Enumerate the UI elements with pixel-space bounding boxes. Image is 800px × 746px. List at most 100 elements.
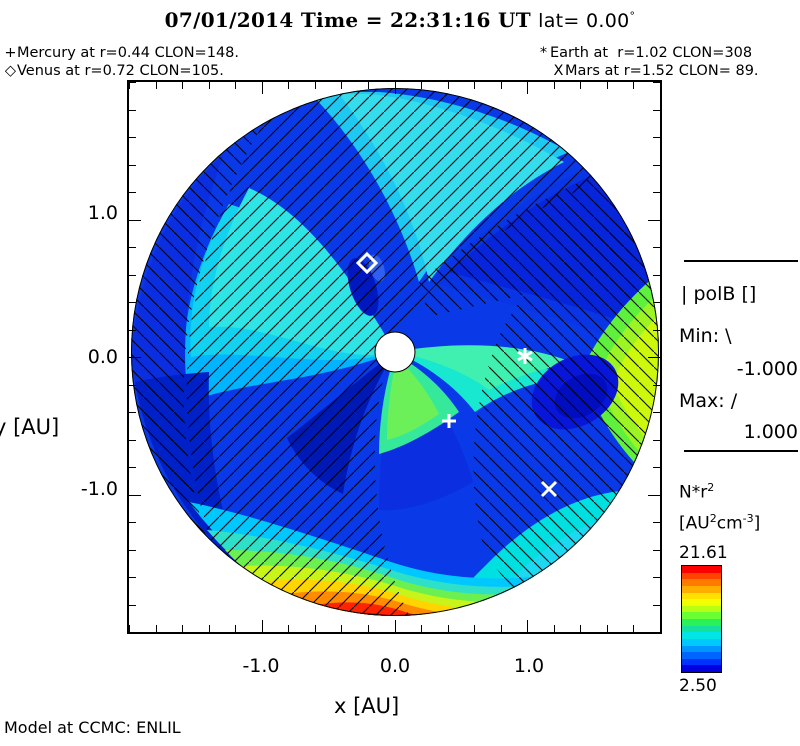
xtick-top xyxy=(633,82,635,89)
polb-max-value: 1.000 xyxy=(743,421,798,443)
ytick-left xyxy=(129,274,136,276)
title-lat-value: 0.00 xyxy=(586,10,630,32)
ytick-right xyxy=(653,82,660,83)
xtick-label-0: -1.0 xyxy=(242,655,280,677)
polb-max-row: Max: / xyxy=(679,390,753,412)
mercury-clon-label: CLON= xyxy=(154,45,207,61)
colorbar-band xyxy=(682,625,721,633)
xtick-bottom xyxy=(447,625,449,632)
colorbar-max-value: 21.61 xyxy=(679,543,728,563)
earth-at: at xyxy=(593,45,609,61)
ytick-left xyxy=(129,632,136,633)
colorbar-band xyxy=(682,612,721,619)
ytick-right xyxy=(653,247,660,248)
venus-r: 0.72 xyxy=(102,63,135,79)
xtick-top xyxy=(261,82,263,94)
earth-name: Earth xyxy=(550,45,589,61)
venus-clon-label: CLON= xyxy=(139,63,192,79)
ytick-left xyxy=(129,164,136,166)
colorbar-band xyxy=(682,632,721,639)
ytick-left xyxy=(129,247,136,248)
legend-divider-bottom xyxy=(684,450,798,452)
colorbar-band xyxy=(682,572,721,580)
title-time-label: Time = xyxy=(300,8,383,32)
ytick-left xyxy=(129,384,136,386)
colorbar-units-mid: cm xyxy=(716,513,743,534)
ytick-left xyxy=(129,82,136,83)
hatch-negative-icon: \ xyxy=(725,325,732,347)
footer-credit: Model at CCMC: ENLIL xyxy=(4,718,181,737)
xtick-bottom xyxy=(606,625,608,632)
ytick-right xyxy=(653,109,660,111)
ytick-right xyxy=(648,219,660,221)
polb-min-value: -1.000 xyxy=(736,358,798,380)
ytick-right xyxy=(653,192,660,193)
heliosphere-plot xyxy=(129,82,660,632)
ytick-left xyxy=(129,219,141,221)
ytick-right xyxy=(653,137,660,138)
xtick-bottom xyxy=(553,625,555,632)
title-lat-label: lat= xyxy=(538,10,580,32)
ytick-left xyxy=(129,467,136,468)
xtick-bottom xyxy=(580,625,582,632)
xtick-top xyxy=(447,82,449,89)
xtick-top xyxy=(208,82,210,89)
ytick-right xyxy=(653,412,660,413)
xtick-top xyxy=(553,82,555,89)
xtick-bottom xyxy=(155,625,157,632)
y-axis-label: y [AU] xyxy=(0,415,60,439)
ytick-right xyxy=(653,467,660,468)
ytick-left xyxy=(129,109,136,111)
ytick-right xyxy=(653,302,660,303)
xtick-bottom xyxy=(182,625,184,632)
xtick-top xyxy=(606,82,608,89)
polb-min-label: Min: xyxy=(679,325,720,347)
ytick-right xyxy=(653,384,660,386)
planet-key-earth: * Earth at r=1.02 CLON=308 xyxy=(537,44,752,62)
ytick-right xyxy=(653,439,660,441)
sun-inner-boundary xyxy=(374,331,416,373)
xtick-bottom xyxy=(288,625,290,632)
xtick-bottom xyxy=(474,625,476,632)
mars-name: Mars xyxy=(565,63,600,79)
xtick-top xyxy=(580,82,582,89)
ytick-right xyxy=(653,577,660,578)
colorbar-band xyxy=(682,599,721,606)
mercury-r-label: r= xyxy=(99,45,118,61)
colorbar-band xyxy=(682,658,721,666)
colorbar-band xyxy=(682,579,721,586)
colorbar-min-value: 2.50 xyxy=(679,676,717,696)
colorbar-band xyxy=(682,592,721,600)
xtick-top xyxy=(155,82,157,89)
xtick-bottom xyxy=(261,620,263,632)
mars-clon: 89. xyxy=(730,63,759,79)
ytick-right xyxy=(648,357,660,358)
ytick-left xyxy=(129,604,136,606)
ytick-right xyxy=(653,632,660,633)
ytick-right xyxy=(653,522,660,523)
marker-earth xyxy=(517,348,533,364)
mars-r: 1.52 xyxy=(641,63,675,79)
marker-mars xyxy=(540,480,558,498)
colorbar-units-exp2: -3 xyxy=(742,512,754,525)
marker-mercury xyxy=(442,414,456,428)
mercury-r: 0.44 xyxy=(117,45,150,61)
page-title: 07/01/2014 Time = 22:31:16 UT lat= 0.00° xyxy=(0,8,800,32)
polb-legend-title: | polB [] xyxy=(681,283,757,305)
polb-min-row: Min: \ xyxy=(679,325,747,347)
colorbar-band xyxy=(682,665,721,672)
mars-r-label: r= xyxy=(623,63,642,79)
earth-clon: 308 xyxy=(724,45,753,61)
colorbar-band xyxy=(682,585,721,593)
polb-max-label: Max: xyxy=(679,390,725,412)
xtick-label-1: 0.0 xyxy=(379,655,411,677)
hatch-positive-icon: / xyxy=(730,390,738,412)
xtick-bottom xyxy=(208,625,210,632)
colorbar-units-label: [AU2cm-3] xyxy=(679,512,760,534)
colorbar-quantity-label: N*r2 xyxy=(679,481,714,503)
legend-divider-top xyxy=(684,260,798,262)
colorbar-units-exp1: 2 xyxy=(709,512,717,525)
ytick-left xyxy=(129,439,136,441)
ytick-left xyxy=(129,192,136,193)
ytick-left xyxy=(129,329,136,331)
